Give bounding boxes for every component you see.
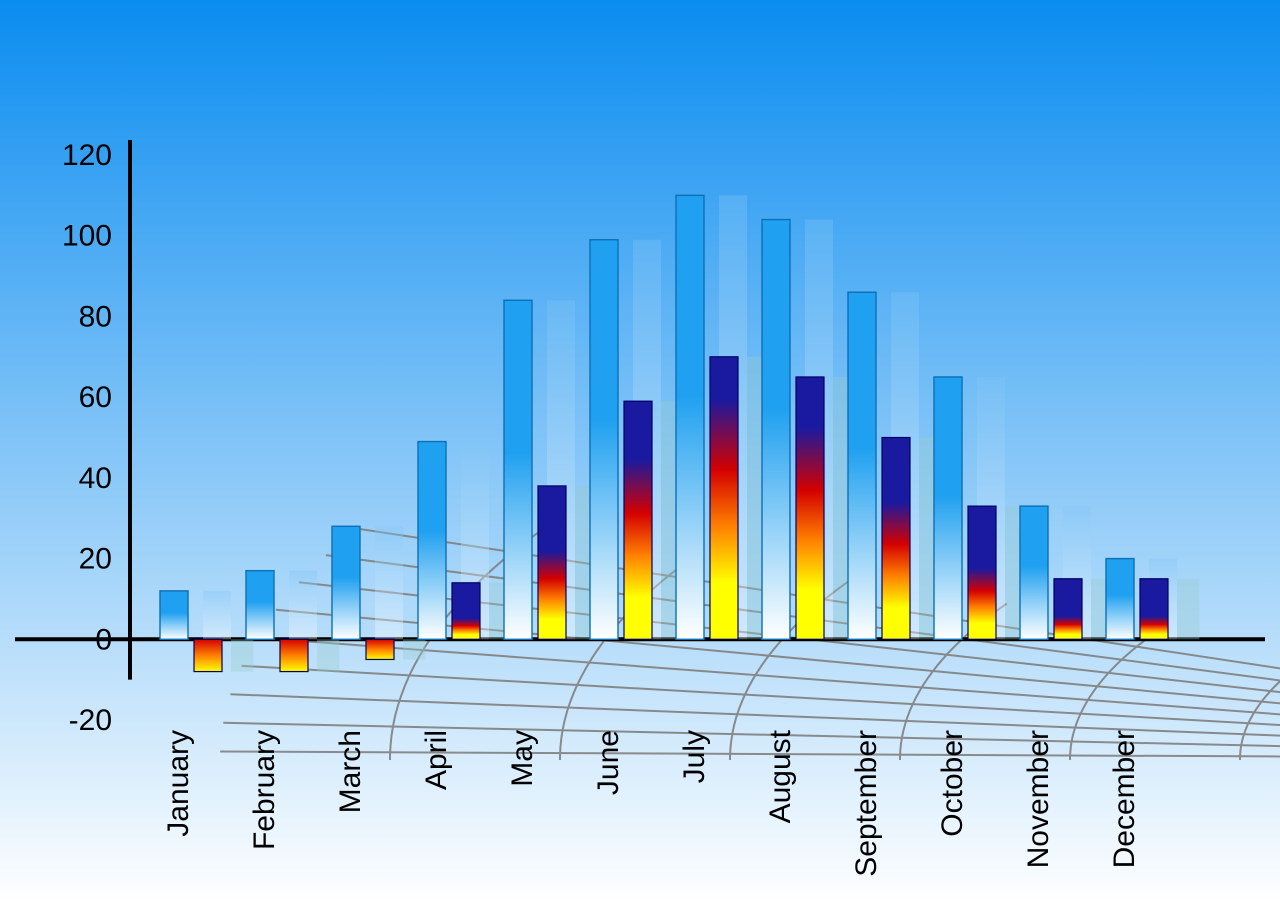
monthly-bar-chart: -20 0 20 40 60 80 100 120 January February March Ap…	[0, 0, 1280, 905]
bar-series-a	[590, 240, 618, 640]
bar-series-b	[1054, 579, 1082, 640]
category-label: December	[1108, 730, 1141, 868]
bar-series-b	[194, 639, 222, 671]
category-label: May	[506, 730, 539, 787]
bar-series-a	[160, 591, 188, 639]
category-label: March	[334, 730, 367, 813]
bar-series-a	[332, 526, 360, 639]
bar-series-b	[280, 639, 308, 671]
bar-series-a	[762, 220, 790, 640]
y-tick-label: 60	[79, 381, 112, 414]
bar-series-a	[676, 195, 704, 639]
category-label: July	[678, 730, 711, 783]
y-tick-label: 20	[79, 543, 112, 576]
y-tick-label: -20	[69, 704, 112, 737]
category-label: January	[162, 730, 195, 837]
y-tick-label: 120	[62, 139, 112, 172]
y-tick-label: 0	[95, 623, 112, 656]
bar-series-b	[710, 357, 738, 640]
bar-series-a	[1020, 506, 1048, 639]
y-tick-label: 100	[62, 220, 112, 253]
bar-series-b	[624, 401, 652, 639]
chart-svg: -20 0 20 40 60 80 100 120 January February March Ap…	[0, 0, 1280, 905]
bar-series-b	[968, 506, 996, 639]
bar-series-a	[934, 377, 962, 639]
category-label: February	[248, 730, 281, 850]
y-tick-label: 80	[79, 300, 112, 333]
category-label: April	[420, 730, 453, 790]
bar-series-b	[796, 377, 824, 639]
category-label: November	[1022, 730, 1055, 868]
bar-series-a	[504, 300, 532, 639]
category-label: August	[764, 729, 797, 823]
bar-series-a	[848, 292, 876, 639]
bar-series-a	[246, 571, 274, 640]
category-label: October	[936, 730, 969, 837]
category-label: June	[592, 730, 625, 795]
bar-series-a	[418, 442, 446, 640]
bar-series-b	[366, 639, 394, 659]
bar-series-b	[452, 583, 480, 640]
bar-series-b	[538, 486, 566, 639]
bar-series-a	[1106, 559, 1134, 640]
y-tick-label: 40	[79, 462, 112, 495]
category-label: September	[850, 730, 883, 877]
bar-series-b	[1140, 579, 1168, 640]
bar-series-b	[882, 438, 910, 640]
